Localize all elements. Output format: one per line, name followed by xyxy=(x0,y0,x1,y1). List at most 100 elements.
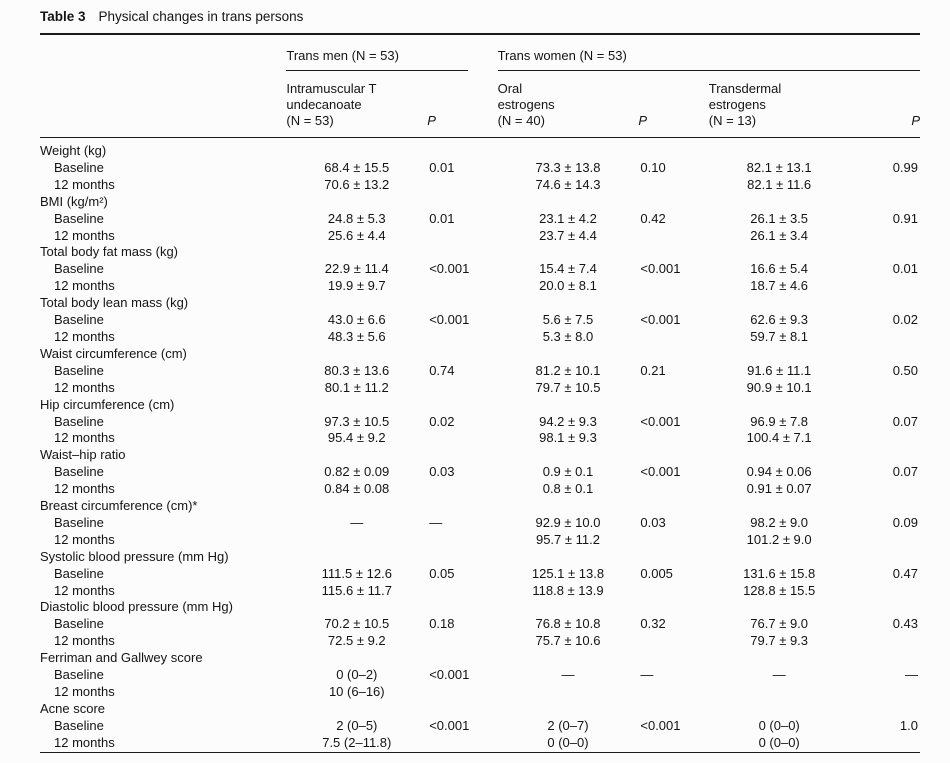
value-cell: 70.6 ± 13.2 xyxy=(324,176,390,192)
col-header-intramuscular-t: Intramuscular T undecanoate (N = 53) xyxy=(286,71,428,138)
group-trans-men-label: Trans men (N = 53) xyxy=(286,48,468,71)
corner-cell xyxy=(40,46,286,71)
row-label: 12 months xyxy=(54,379,115,395)
p-value-cell: <0.001 xyxy=(429,312,470,328)
p-value-cell xyxy=(850,177,920,194)
measure-row: Baseline 43.0 ± 6.6 <0.001 5.6 ± 7.5 <0.001 6… xyxy=(40,312,920,329)
value-cell: 98.2 ± 9.0 xyxy=(750,514,809,530)
section-row: Breast circumference (cm)* xyxy=(40,498,920,515)
measure-row: 12 months 25.6 ± 4.4 23.7 ± 4.4 26.1 ± 3.4 xyxy=(40,228,920,245)
value-cell: 7.5 (2–11.8) xyxy=(322,734,392,750)
value-cell: 25.6 ± 4.4 xyxy=(327,227,386,243)
section-label: Ferriman and Gallwey score xyxy=(40,650,203,666)
value-cell: 73.3 ± 13.8 xyxy=(535,159,601,175)
group-trans-women-label: Trans women (N = 53) xyxy=(497,48,920,71)
section-row: BMI (kg/m²) xyxy=(40,194,920,211)
measure-row: 12 months 70.6 ± 13.2 74.6 ± 14.3 82.1 ± 11… xyxy=(40,177,920,194)
value-cell: 5.6 ± 7.5 xyxy=(542,312,594,328)
p-value-cell: 0.03 xyxy=(640,514,666,530)
row-label: 12 months xyxy=(54,278,115,294)
p-value-cell: 0.43 xyxy=(892,616,918,632)
p-value-cell xyxy=(638,532,708,549)
value-cell xyxy=(498,684,639,701)
value-cell: 0 (0–2) xyxy=(336,667,378,683)
p-value-cell xyxy=(850,633,920,650)
measure-row: 12 months 7.5 (2–11.8) 0 (0–0) 0 (0–0) xyxy=(40,735,920,752)
row-label: Baseline xyxy=(54,717,104,733)
value-cell: 59.7 ± 8.1 xyxy=(750,328,809,344)
section-row: Systolic blood pressure (mm Hg) xyxy=(40,549,920,566)
section-label: Acne score xyxy=(40,700,106,716)
row-label: 12 months xyxy=(54,328,115,344)
col-header-p-2: P xyxy=(638,71,709,138)
section-row: Ferriman and Gallwey score xyxy=(40,650,920,667)
section-label: Total body fat mass (kg) xyxy=(40,244,178,260)
value-cell: 26.1 ± 3.4 xyxy=(750,227,809,243)
value-cell: 15.4 ± 7.4 xyxy=(539,261,597,277)
value-cell: 2 (0–5) xyxy=(336,717,378,733)
value-cell: 80.1 ± 11.2 xyxy=(324,379,389,395)
p-value-cell xyxy=(427,329,497,346)
row-label: 12 months xyxy=(54,633,115,649)
row-label: Baseline xyxy=(54,413,104,429)
p-value-cell xyxy=(850,481,920,498)
value-cell: 76.7 ± 9.0 xyxy=(750,616,809,632)
value-cell: 98.1 ± 9.3 xyxy=(539,430,597,446)
value-cell: 76.8 ± 10.8 xyxy=(535,616,601,632)
row-label: Baseline xyxy=(54,565,104,581)
p-value-cell: <0.001 xyxy=(640,413,681,429)
p-value-cell: 0.18 xyxy=(429,616,455,632)
value-cell: 91.6 ± 11.1 xyxy=(747,362,812,378)
p-value-cell: 0.21 xyxy=(640,362,666,378)
value-cell: 24.8 ± 5.3 xyxy=(327,210,386,226)
measure-row: 12 months 95.4 ± 9.2 98.1 ± 9.3 100.4 ± 7.1 xyxy=(40,430,920,447)
p-value-cell: <0.001 xyxy=(640,717,681,733)
value-cell: 2 (0–7) xyxy=(547,717,589,733)
measure-row: 12 months 95.7 ± 11.2 101.2 ± 9.0 xyxy=(40,532,920,549)
value-cell: 22.9 ± 11.4 xyxy=(324,261,389,277)
p-value-cell: 0.02 xyxy=(892,312,918,328)
p-value-cell xyxy=(427,430,497,447)
p-value-cell: 0.03 xyxy=(429,464,455,480)
value-cell: 111.5 ± 12.6 xyxy=(321,565,392,581)
row-label: Baseline xyxy=(54,616,104,632)
value-cell: 125.1 ± 13.8 xyxy=(531,565,605,581)
p-value-cell: 0.91 xyxy=(892,210,918,226)
value-cell: 82.1 ± 11.6 xyxy=(747,176,812,192)
measure-row: Baseline 0 (0–2) <0.001 — — — — xyxy=(40,667,920,684)
p-value-cell: 0.50 xyxy=(892,362,918,378)
value-cell: 0.82 ± 0.09 xyxy=(324,464,390,480)
p-value-cell xyxy=(427,481,497,498)
p-value-cell: 0.07 xyxy=(892,413,918,429)
row-label: Baseline xyxy=(54,312,104,328)
p-value-cell xyxy=(638,177,708,194)
row-label: 12 months xyxy=(54,582,115,598)
col-header-p-3: P xyxy=(849,71,920,138)
group-header-trans-men: Trans men (N = 53) xyxy=(286,46,497,71)
row-label: 12 months xyxy=(54,481,115,497)
value-cell: 68.4 ± 15.5 xyxy=(324,159,390,175)
section-label: BMI (kg/m²) xyxy=(40,193,108,209)
measure-row: Baseline 68.4 ± 15.5 0.01 73.3 ± 13.8 0.10 82… xyxy=(40,160,920,177)
p-value-cell xyxy=(638,633,708,650)
p-value-cell: — xyxy=(429,514,443,530)
value-cell: 79.7 ± 10.5 xyxy=(535,379,601,395)
section-row: Weight (kg) xyxy=(40,138,920,160)
p-value-cell xyxy=(850,380,920,397)
section-row: Waist–hip ratio xyxy=(40,447,920,464)
value-cell: 80.3 ± 13.6 xyxy=(324,362,390,378)
measure-row: Baseline 24.8 ± 5.3 0.01 23.1 ± 4.2 0.42 26.1… xyxy=(40,211,920,228)
value-cell: 0.8 ± 0.1 xyxy=(542,481,594,497)
value-cell: 0.9 ± 0.1 xyxy=(542,464,594,480)
p-value-cell xyxy=(427,532,497,549)
section-label: Breast circumference (cm)* xyxy=(40,498,198,514)
value-cell: 131.6 ± 15.8 xyxy=(743,565,816,581)
row-label: 12 months xyxy=(54,430,115,446)
measure-row: 12 months 72.5 ± 9.2 75.7 ± 10.6 79.7 ± 9.3 xyxy=(40,633,920,650)
section-label: Waist circumference (cm) xyxy=(40,345,187,361)
measure-row: Baseline 111.5 ± 12.6 0.05 125.1 ± 13.8 0.00… xyxy=(40,566,920,583)
section-label: Total body lean mass (kg) xyxy=(40,295,189,311)
section-label: Waist–hip ratio xyxy=(40,447,126,463)
measure-row: 12 months 10 (6–16) xyxy=(40,684,920,701)
measure-row: Baseline 0.82 ± 0.09 0.03 0.9 ± 0.1 <0.001 0.… xyxy=(40,464,920,481)
